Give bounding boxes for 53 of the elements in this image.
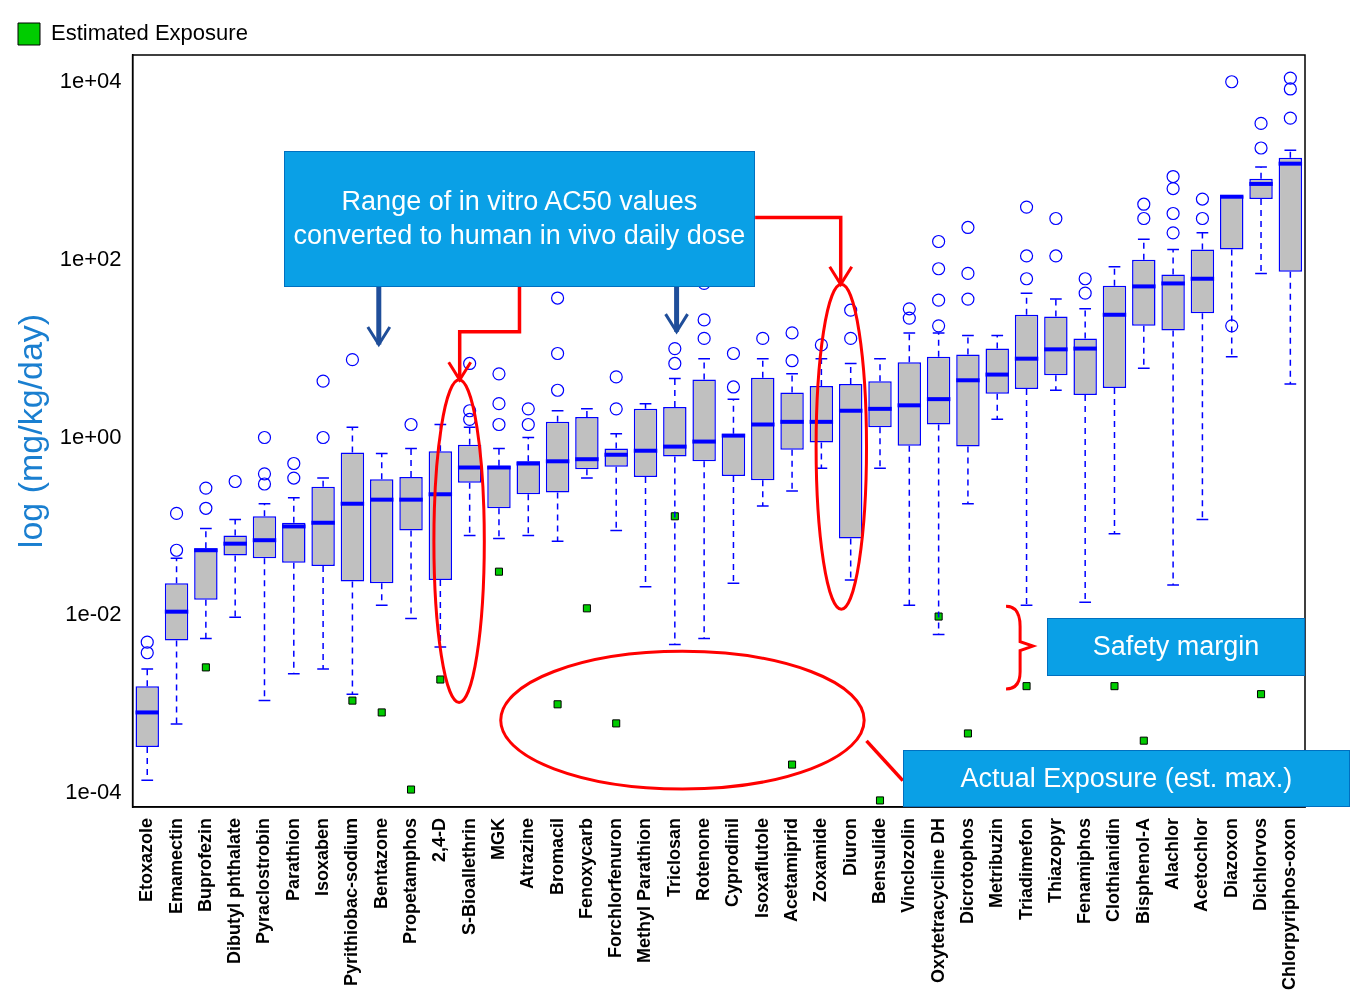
- x-tick-label: Emamectin: [165, 818, 186, 915]
- x-tick-label: Bentazone: [370, 818, 391, 910]
- annotation: Range of in vitro AC50 values converted to human in vivo daily dose: [292, 184, 747, 252]
- x-tick-label: Propetamphos: [400, 818, 421, 945]
- x-tick-label: Bensulide: [868, 818, 889, 905]
- y-tick-label: 1e-04: [65, 779, 122, 805]
- x-tick-label: Fenoxycarb: [575, 818, 596, 920]
- y-tick-label: 1e+02: [59, 245, 122, 271]
- x-tick-label: Acetochlor: [1191, 818, 1212, 913]
- x-tick-label: Clothianidin: [1103, 818, 1124, 922]
- x-tick-label: Dicrotophos: [956, 818, 977, 925]
- x-tick-label: Buprofezin: [194, 818, 215, 913]
- x-tick-label: Bromacil: [546, 818, 567, 896]
- x-tick-label: 2,4-D: [429, 818, 450, 863]
- x-tick-label: Oxytetracycline DH: [927, 818, 948, 984]
- x-tick-label: Parathion: [282, 818, 303, 902]
- x-tick-label: Isoxaflutole: [751, 818, 772, 919]
- x-tick-label: Pyrithiobac-sodium: [341, 818, 362, 987]
- legend-label: Estimated Exposure: [51, 20, 248, 46]
- y-axis-title: log (mg/kg/day): [10, 313, 49, 549]
- x-tick-label: Forchlorfenuron: [605, 818, 626, 959]
- x-tick-label: Acetamiprid: [781, 818, 802, 923]
- x-tick-label: Methyl Parathion: [634, 818, 655, 964]
- x-tick-label: Diazoxon: [1220, 818, 1241, 899]
- x-tick-label: Thiazopyr: [1044, 818, 1065, 904]
- x-tick-label: Diuron: [839, 818, 860, 877]
- x-tick-label: Zoxamide: [810, 818, 831, 903]
- x-tick-label: S-Bioallethrin: [458, 818, 479, 936]
- x-tick-label: Etoxazole: [136, 818, 157, 903]
- y-tick-label: 1e+04: [59, 67, 122, 93]
- annotation: Actual Exposure (est. max.): [960, 761, 1293, 795]
- callout-box: Range of in vitro AC50 values converted to human in vivo daily dose: [283, 150, 756, 287]
- x-tick-label: Dibutyl phthalate: [224, 818, 245, 965]
- x-tick-label: Isoxaben: [312, 818, 333, 897]
- x-tick-label: MGK: [487, 818, 508, 861]
- x-tick-label: Rotenone: [693, 818, 714, 902]
- x-tick-label: Chlorpyriphos-oxon: [1279, 818, 1300, 991]
- x-tick-label: Fenamiphos: [1074, 818, 1095, 925]
- callout-box: Safety margin: [1047, 617, 1305, 677]
- y-tick-label: 1e+00: [59, 423, 122, 449]
- callout-box: Actual Exposure (est. max.): [902, 749, 1350, 807]
- annotation: Safety margin: [1092, 629, 1260, 663]
- x-tick-label: Vinclozolin: [898, 818, 919, 913]
- x-tick-label: Triadimefon: [1015, 818, 1036, 921]
- x-tick-label: Dichlorvos: [1250, 818, 1270, 912]
- x-tick-label: Atrazine: [517, 818, 538, 890]
- x-tick-label: Pyraclostrobin: [253, 818, 274, 945]
- x-tick-label: Metribuzin: [986, 818, 1007, 909]
- x-tick-label: Alachlor: [1162, 818, 1183, 891]
- x-tick-label: Cyprodinil: [722, 818, 743, 908]
- x-tick-label: Triclosan: [663, 818, 684, 898]
- x-tick-label: Bisphenol-A: [1132, 818, 1153, 925]
- y-tick-label: 1e-02: [65, 601, 122, 627]
